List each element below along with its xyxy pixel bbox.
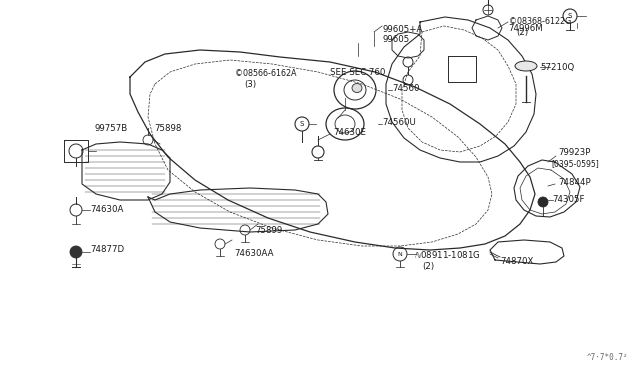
- Circle shape: [70, 246, 82, 258]
- Text: 99605: 99605: [383, 35, 410, 44]
- Text: 99757B: 99757B: [94, 124, 127, 132]
- Text: $\copyright$08368-6122G: $\copyright$08368-6122G: [508, 15, 572, 26]
- Text: 99605+A: 99605+A: [383, 25, 424, 33]
- Text: 74560U: 74560U: [382, 118, 416, 126]
- Text: (3): (3): [244, 80, 256, 89]
- Text: 74630E: 74630E: [333, 128, 366, 137]
- Circle shape: [538, 197, 548, 207]
- Text: ^7·7*0.7²: ^7·7*0.7²: [586, 353, 628, 362]
- Text: $\mathbb{N}$08911-1081G: $\mathbb{N}$08911-1081G: [414, 248, 481, 260]
- Text: 74877D: 74877D: [90, 246, 124, 254]
- Text: 74870X: 74870X: [500, 257, 533, 266]
- Text: $\copyright$08566-6162A: $\copyright$08566-6162A: [234, 67, 298, 77]
- Text: (2): (2): [516, 28, 528, 36]
- Text: (2): (2): [422, 262, 434, 270]
- Text: 75898: 75898: [154, 124, 181, 132]
- Text: 74630A: 74630A: [90, 205, 124, 214]
- Text: [0395-0595]: [0395-0595]: [551, 160, 599, 169]
- Text: 74560: 74560: [392, 83, 419, 93]
- Text: 74844P: 74844P: [558, 177, 591, 186]
- Ellipse shape: [352, 83, 362, 93]
- Text: 74996M: 74996M: [508, 23, 543, 32]
- Circle shape: [312, 146, 324, 158]
- Text: 57210Q: 57210Q: [540, 62, 574, 71]
- Text: N: N: [397, 251, 403, 257]
- Text: 79923P: 79923P: [558, 148, 590, 157]
- Text: 74305F: 74305F: [552, 195, 584, 203]
- Text: 74630AA: 74630AA: [234, 250, 273, 259]
- Text: 75899: 75899: [255, 225, 282, 234]
- Text: SEE SEC.760: SEE SEC.760: [330, 67, 385, 77]
- Ellipse shape: [515, 61, 537, 71]
- Text: S: S: [568, 13, 572, 19]
- Text: S: S: [300, 121, 304, 127]
